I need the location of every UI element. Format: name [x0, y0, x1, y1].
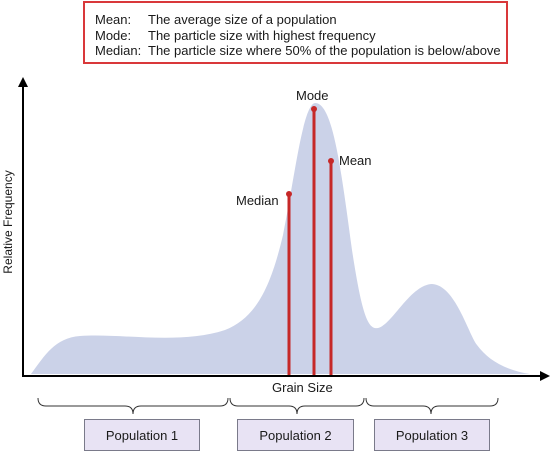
y-axis-label: Relative Frequency: [1, 170, 15, 273]
brace-population-2: [229, 397, 365, 415]
mode-label: Mode: [296, 88, 329, 103]
legend-row-mean: Mean: The average size of a population: [95, 12, 506, 28]
definitions-legend: Mean: The average size of a population M…: [83, 1, 508, 64]
x-axis-label: Grain Size: [272, 380, 333, 395]
population-braces: [37, 397, 499, 415]
legend-term-median: Median:: [95, 43, 142, 58]
legend-row-median: Median: The particle size where 50% of t…: [95, 43, 506, 59]
marker-lines: [286, 106, 334, 375]
mode-dot: [311, 106, 317, 112]
legend-row-mode: Mode: The particle size with highest fre…: [95, 28, 506, 44]
population-1-box: Population 1: [84, 419, 200, 451]
mean-dot: [328, 158, 334, 164]
population-3-label: Population 3: [395, 427, 469, 443]
mean-label: Mean: [339, 153, 372, 168]
brace-population-1: [37, 397, 229, 415]
legend-term-mode: Mode:: [95, 27, 132, 43]
legend-definition-mean: The average size of a population: [148, 12, 337, 27]
population-1-label: Population 1: [105, 427, 179, 443]
frequency-curve: [31, 103, 530, 374]
median-dot: [286, 191, 292, 197]
legend-term-mean: Mean:: [95, 12, 132, 27]
population-2-label: Population 2: [259, 427, 332, 443]
population-2-box: Population 2: [237, 419, 354, 451]
legend-definition-mode: The particle size with highest frequency: [148, 27, 376, 43]
median-label: Median: [236, 193, 279, 208]
population-3-box: Population 3: [374, 419, 490, 451]
brace-population-3: [365, 397, 499, 415]
legend-definition-median: The particle size where 50% of the popul…: [148, 43, 501, 58]
